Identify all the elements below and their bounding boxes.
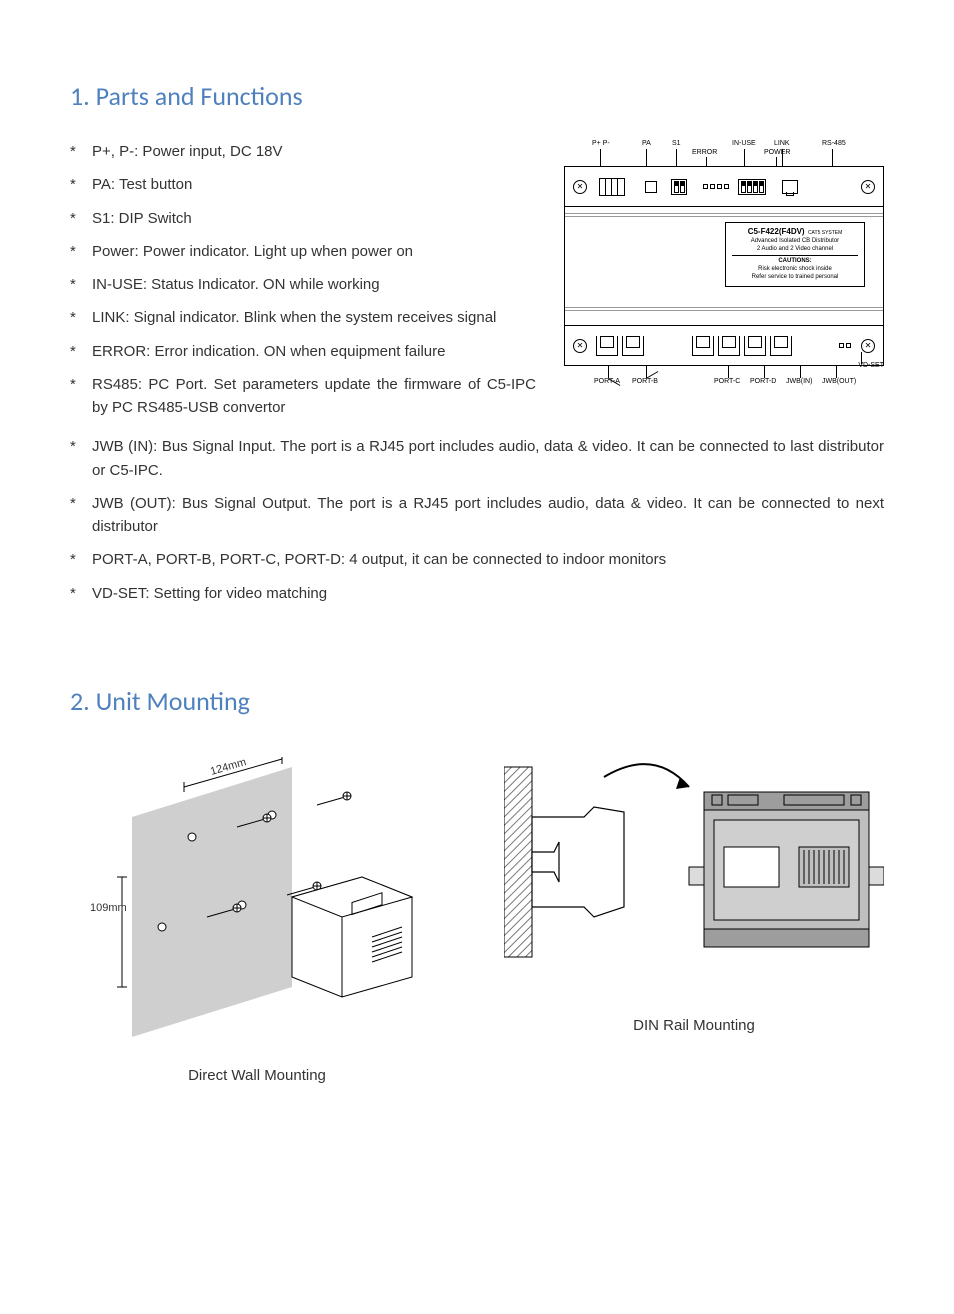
bullet-item: *VD-SET: Setting for video matching xyxy=(70,582,884,605)
bullet-text: VD-SET: Setting for video matching xyxy=(92,582,884,605)
bottom-ports xyxy=(596,336,792,356)
bullet-marker: * xyxy=(70,140,92,163)
bullet-marker: * xyxy=(70,582,92,605)
bullet-text: P+, P-: Power input, DC 18V xyxy=(92,140,536,163)
wall-panel xyxy=(132,767,292,1037)
label-port-b: PORT-B xyxy=(632,378,658,385)
label-error: ERROR xyxy=(692,149,717,156)
bullet-text: LINK: Signal indicator. Blink when the s… xyxy=(92,306,536,329)
label-link: LINK xyxy=(774,140,790,147)
label-inuse: IN-USE xyxy=(732,140,756,147)
bullet-item: *ERROR: Error indication. ON when equipm… xyxy=(70,340,536,363)
label-pa: PA xyxy=(642,140,651,147)
screw-icon xyxy=(573,339,587,353)
bullet-item: *RS485: PC Port. Set parameters update t… xyxy=(70,373,536,420)
wall-mount-figure: 124mm 109mm Direct Wall Mounting xyxy=(70,757,444,1084)
bullet-marker: * xyxy=(70,492,92,515)
mounting-figures-row: 124mm 109mm Direct Wall Mounting xyxy=(70,757,884,1084)
label-jwb-in: JWB(IN) xyxy=(786,378,812,385)
dip-switch2-icon xyxy=(738,179,766,195)
bullet-marker: * xyxy=(70,207,92,230)
bullet-text: ERROR: Error indication. ON when equipme… xyxy=(92,340,536,363)
bullet-item: *P+, P-: Power input, DC 18V xyxy=(70,140,536,163)
bullet-marker: * xyxy=(70,373,92,396)
vdset-switches xyxy=(839,343,851,348)
pa-button-icon xyxy=(645,181,657,193)
label-pplus-pminus: P+ P- xyxy=(592,140,610,147)
label-power: POWER xyxy=(764,149,790,156)
bullet-marker: * xyxy=(70,340,92,363)
label-rs485: RS-485 xyxy=(822,140,846,147)
bullet-marker: * xyxy=(70,173,92,196)
device-label-plate: C5-F422(F4DV) CAT5 SYSTEM Advanced Isola… xyxy=(725,222,865,287)
wall-mount-caption: Direct Wall Mounting xyxy=(188,1067,326,1084)
bullet-text: PORT-A, PORT-B, PORT-C, PORT-D: 4 output… xyxy=(92,548,884,571)
device-diagram-column: P+ P- PA S1 ERROR IN-USE LINK POWER RS-4… xyxy=(564,140,884,392)
bullet-item: *PA: Test button xyxy=(70,173,536,196)
bullet-text: JWB (IN): Bus Signal Input. The port is … xyxy=(92,435,884,482)
label-jwb-out: JWB(OUT) xyxy=(822,378,856,385)
bullet-text: PA: Test button xyxy=(92,173,536,196)
bullet-item: *IN-USE: Status Indicator. ON while work… xyxy=(70,273,536,296)
screw-icon xyxy=(861,180,875,194)
bullet-item: *S1: DIP Switch xyxy=(70,207,536,230)
dip-switch-icon xyxy=(671,179,687,195)
power-terminals xyxy=(599,178,625,196)
bullet-marker: * xyxy=(70,273,92,296)
bullet-item: *LINK: Signal indicator. Blink when the … xyxy=(70,306,536,329)
bullet-text: Power: Power indicator. Light up when po… xyxy=(92,240,536,263)
label-s1: S1 xyxy=(672,140,681,147)
bullet-text: JWB (OUT): Bus Signal Output. The port i… xyxy=(92,492,884,539)
label-port-c: PORT-C xyxy=(714,378,740,385)
label-vdset: VD-SET xyxy=(858,362,884,369)
din-mount-figure: DIN Rail Mounting xyxy=(504,757,884,1034)
bullet-item: *JWB (OUT): Bus Signal Output. The port … xyxy=(70,492,884,539)
bullet-text: S1: DIP Switch xyxy=(92,207,536,230)
bullet-text: RS485: PC Port. Set parameters update th… xyxy=(92,373,536,420)
device-iso xyxy=(292,877,412,997)
section-1-row: *P+, P-: Power input, DC 18V*PA: Test bu… xyxy=(70,140,884,429)
label-port-d: PORT-D xyxy=(750,378,776,385)
short-bullets-column: *P+, P-: Power input, DC 18V*PA: Test bu… xyxy=(70,140,536,429)
din-front-device xyxy=(689,792,884,947)
screw-icon xyxy=(573,180,587,194)
bullet-text: IN-USE: Status Indicator. ON while worki… xyxy=(92,273,536,296)
bullet-marker: * xyxy=(70,306,92,329)
screw-icon xyxy=(861,339,875,353)
led-row xyxy=(703,184,729,189)
full-width-bullets: *JWB (IN): Bus Signal Input. The port is… xyxy=(70,435,884,605)
bullet-item: *PORT-A, PORT-B, PORT-C, PORT-D: 4 outpu… xyxy=(70,548,884,571)
bullet-marker: * xyxy=(70,435,92,458)
bullet-marker: * xyxy=(70,240,92,263)
bullet-item: *JWB (IN): Bus Signal Input. The port is… xyxy=(70,435,884,482)
rs485-port-icon xyxy=(782,180,798,194)
section-1-heading: 1. Parts and Functions xyxy=(70,80,884,112)
din-mount-caption: DIN Rail Mounting xyxy=(633,1017,755,1034)
bullet-item: *Power: Power indicator. Light up when p… xyxy=(70,240,536,263)
section-2-heading: 2. Unit Mounting xyxy=(70,685,884,717)
dim-height: 109mm xyxy=(90,902,127,914)
device-top-diagram: P+ P- PA S1 ERROR IN-USE LINK POWER RS-4… xyxy=(564,140,884,392)
bullet-marker: * xyxy=(70,548,92,571)
